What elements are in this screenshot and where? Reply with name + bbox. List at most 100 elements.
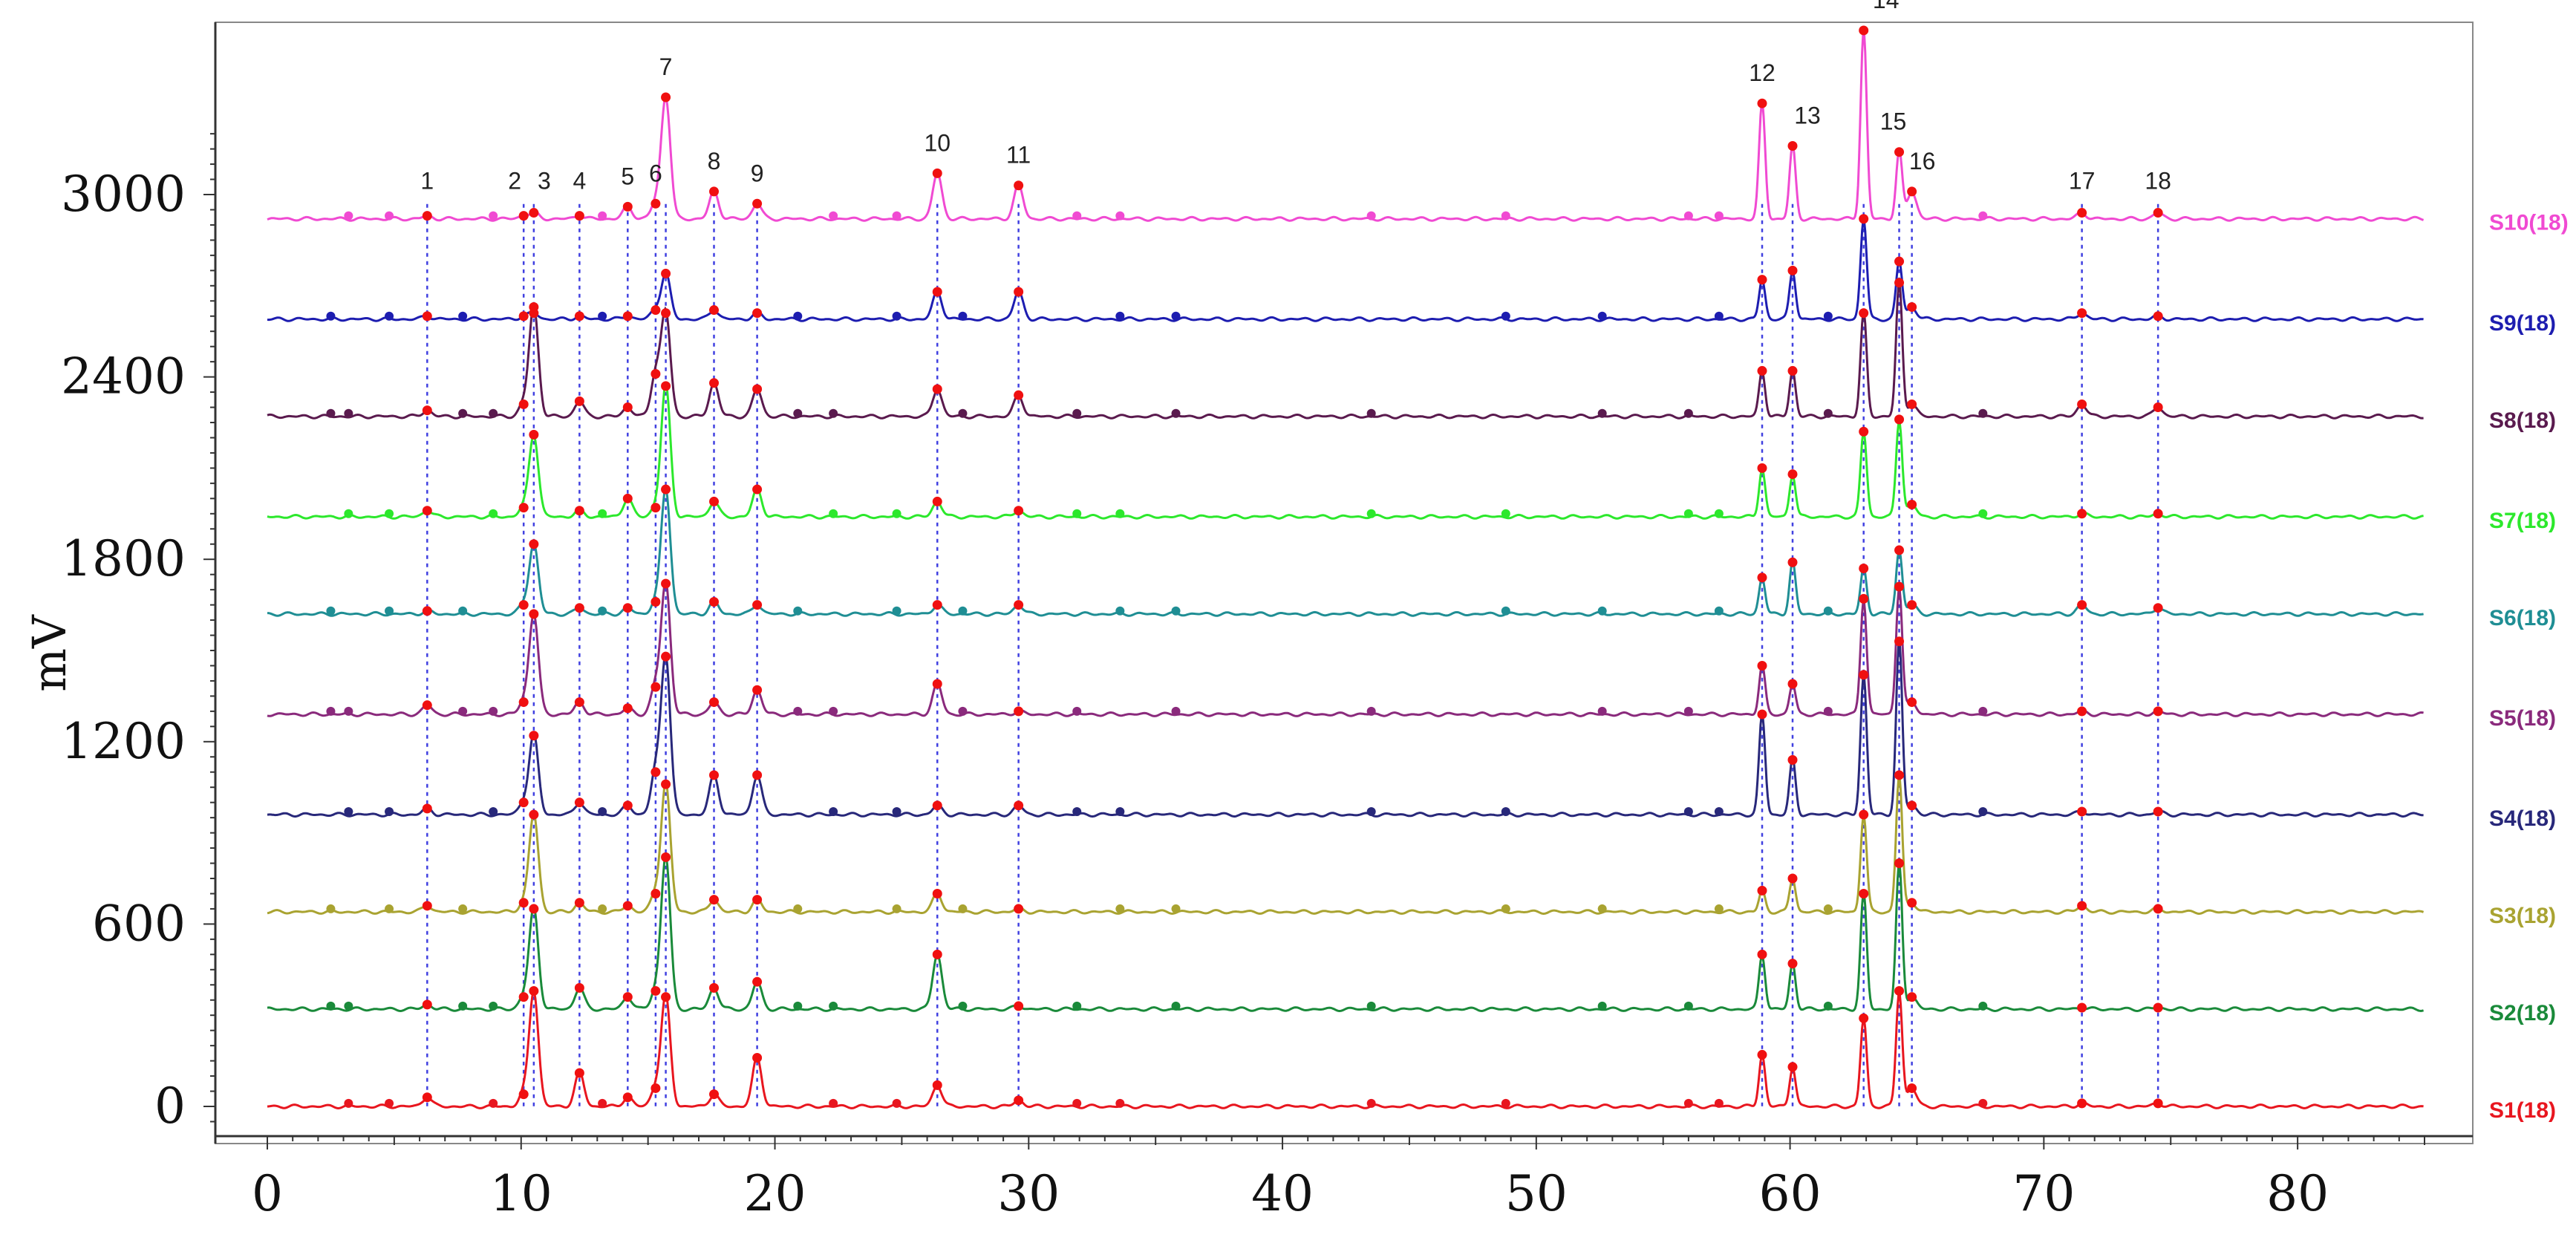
peak-marker [650, 888, 661, 899]
baseline-marker [489, 806, 498, 816]
peak-marker [1014, 287, 1024, 297]
peak-marker [661, 484, 671, 495]
peak-marker [1757, 660, 1767, 671]
baseline-marker [829, 806, 838, 816]
baseline-marker [1366, 509, 1376, 518]
baseline-marker [385, 311, 394, 321]
baseline-marker [892, 606, 901, 616]
baseline-marker [1366, 1098, 1376, 1108]
baseline-marker [1366, 1001, 1376, 1011]
baseline-marker [1597, 408, 1607, 418]
baseline-marker [1978, 211, 1988, 221]
baseline-marker [892, 311, 901, 321]
baseline-marker [793, 311, 803, 321]
peak-marker [752, 895, 763, 905]
baseline-marker [489, 1098, 498, 1108]
baseline-marker [489, 509, 498, 518]
baseline-marker [1115, 904, 1125, 913]
peak-marker [1894, 414, 1905, 425]
peak-marker [752, 1053, 763, 1063]
baseline-marker [1171, 311, 1181, 321]
baseline-marker [1171, 904, 1181, 913]
peak-marker [1014, 600, 1024, 610]
peak-marker [1787, 469, 1798, 480]
baseline-marker [598, 606, 607, 616]
peak-marker [661, 92, 671, 102]
baseline-marker [489, 408, 498, 418]
peak-label-4: 4 [573, 168, 586, 195]
baseline-marker [1823, 904, 1833, 913]
peak-marker [574, 311, 584, 322]
baseline-marker [958, 408, 968, 418]
peak-marker [1757, 949, 1767, 959]
baseline-marker [1171, 706, 1181, 716]
peak-label-5: 5 [621, 163, 634, 189]
peak-marker [1014, 800, 1024, 811]
y-tick-label: 3000 [61, 166, 186, 223]
peak-marker [622, 201, 633, 212]
peak-marker [422, 803, 432, 814]
baseline-marker [892, 211, 901, 221]
peak-marker [529, 809, 539, 820]
peak-marker [1859, 25, 1869, 36]
baseline-marker [1171, 606, 1181, 616]
baseline-marker [1072, 1098, 1082, 1108]
baseline-marker [1501, 509, 1510, 518]
peak-marker [932, 168, 942, 178]
peak-marker [1894, 770, 1905, 780]
peak-marker [529, 429, 539, 440]
baseline-marker [1072, 509, 1082, 518]
peak-marker [1014, 1095, 1024, 1106]
x-tick-label: 0 [252, 1165, 283, 1222]
y-tick-label: 2400 [61, 348, 186, 405]
peak-marker [709, 770, 720, 780]
peak-marker [1894, 278, 1905, 288]
baseline-marker [1115, 211, 1125, 221]
peak-marker [574, 697, 584, 708]
baseline-marker [1072, 1001, 1082, 1011]
series-label: S2(18) [2489, 1001, 2556, 1025]
baseline-marker [326, 408, 336, 418]
peak-marker [1787, 365, 1798, 376]
peak-marker [1907, 1083, 1917, 1093]
baseline-marker [1978, 706, 1988, 716]
peak-marker [2077, 308, 2087, 319]
peak-marker [650, 305, 661, 316]
peak-marker [752, 384, 763, 394]
peak-marker [752, 308, 763, 319]
baseline-marker [326, 1001, 336, 1011]
baseline-marker [1115, 509, 1125, 518]
baseline-marker [458, 311, 468, 321]
peak-label-15: 15 [1880, 108, 1907, 135]
baseline-marker [489, 1001, 498, 1011]
peak-marker [709, 982, 720, 993]
baseline-marker [1366, 211, 1376, 221]
peak-marker [529, 731, 539, 741]
y-axis-label: mV [22, 614, 76, 692]
baseline-marker [1501, 606, 1510, 616]
peak-marker [518, 311, 529, 322]
peak-marker [932, 800, 942, 811]
peak-number-labels: 123456789101112131415161718 [420, 0, 2171, 195]
baseline-marker [1683, 408, 1693, 418]
peak-marker [2077, 208, 2087, 218]
peak-marker [752, 484, 763, 495]
x-tick-label: 10 [490, 1165, 552, 1222]
baseline-marker [1714, 606, 1724, 616]
baseline-marker [385, 606, 394, 616]
peak-guide-lines [426, 203, 2159, 1106]
baseline-marker [458, 904, 468, 913]
baseline-marker [344, 1001, 353, 1011]
peak-marker [1907, 992, 1917, 1002]
baseline-marker [1978, 1001, 1988, 1011]
peak-marker [574, 211, 584, 221]
peak-marker [529, 208, 539, 218]
baseline-marker [385, 509, 394, 518]
peak-marker [752, 600, 763, 610]
peak-label-11: 11 [1006, 142, 1031, 169]
baseline-marker [326, 706, 336, 716]
peak-marker [2077, 806, 2087, 817]
peak-marker [622, 402, 633, 413]
baseline-marker [458, 408, 468, 418]
plot-frame [215, 22, 2474, 1144]
